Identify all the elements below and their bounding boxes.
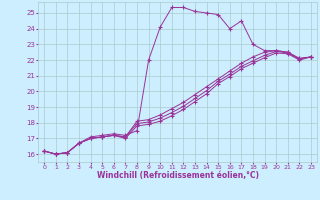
X-axis label: Windchill (Refroidissement éolien,°C): Windchill (Refroidissement éolien,°C) <box>97 171 259 180</box>
